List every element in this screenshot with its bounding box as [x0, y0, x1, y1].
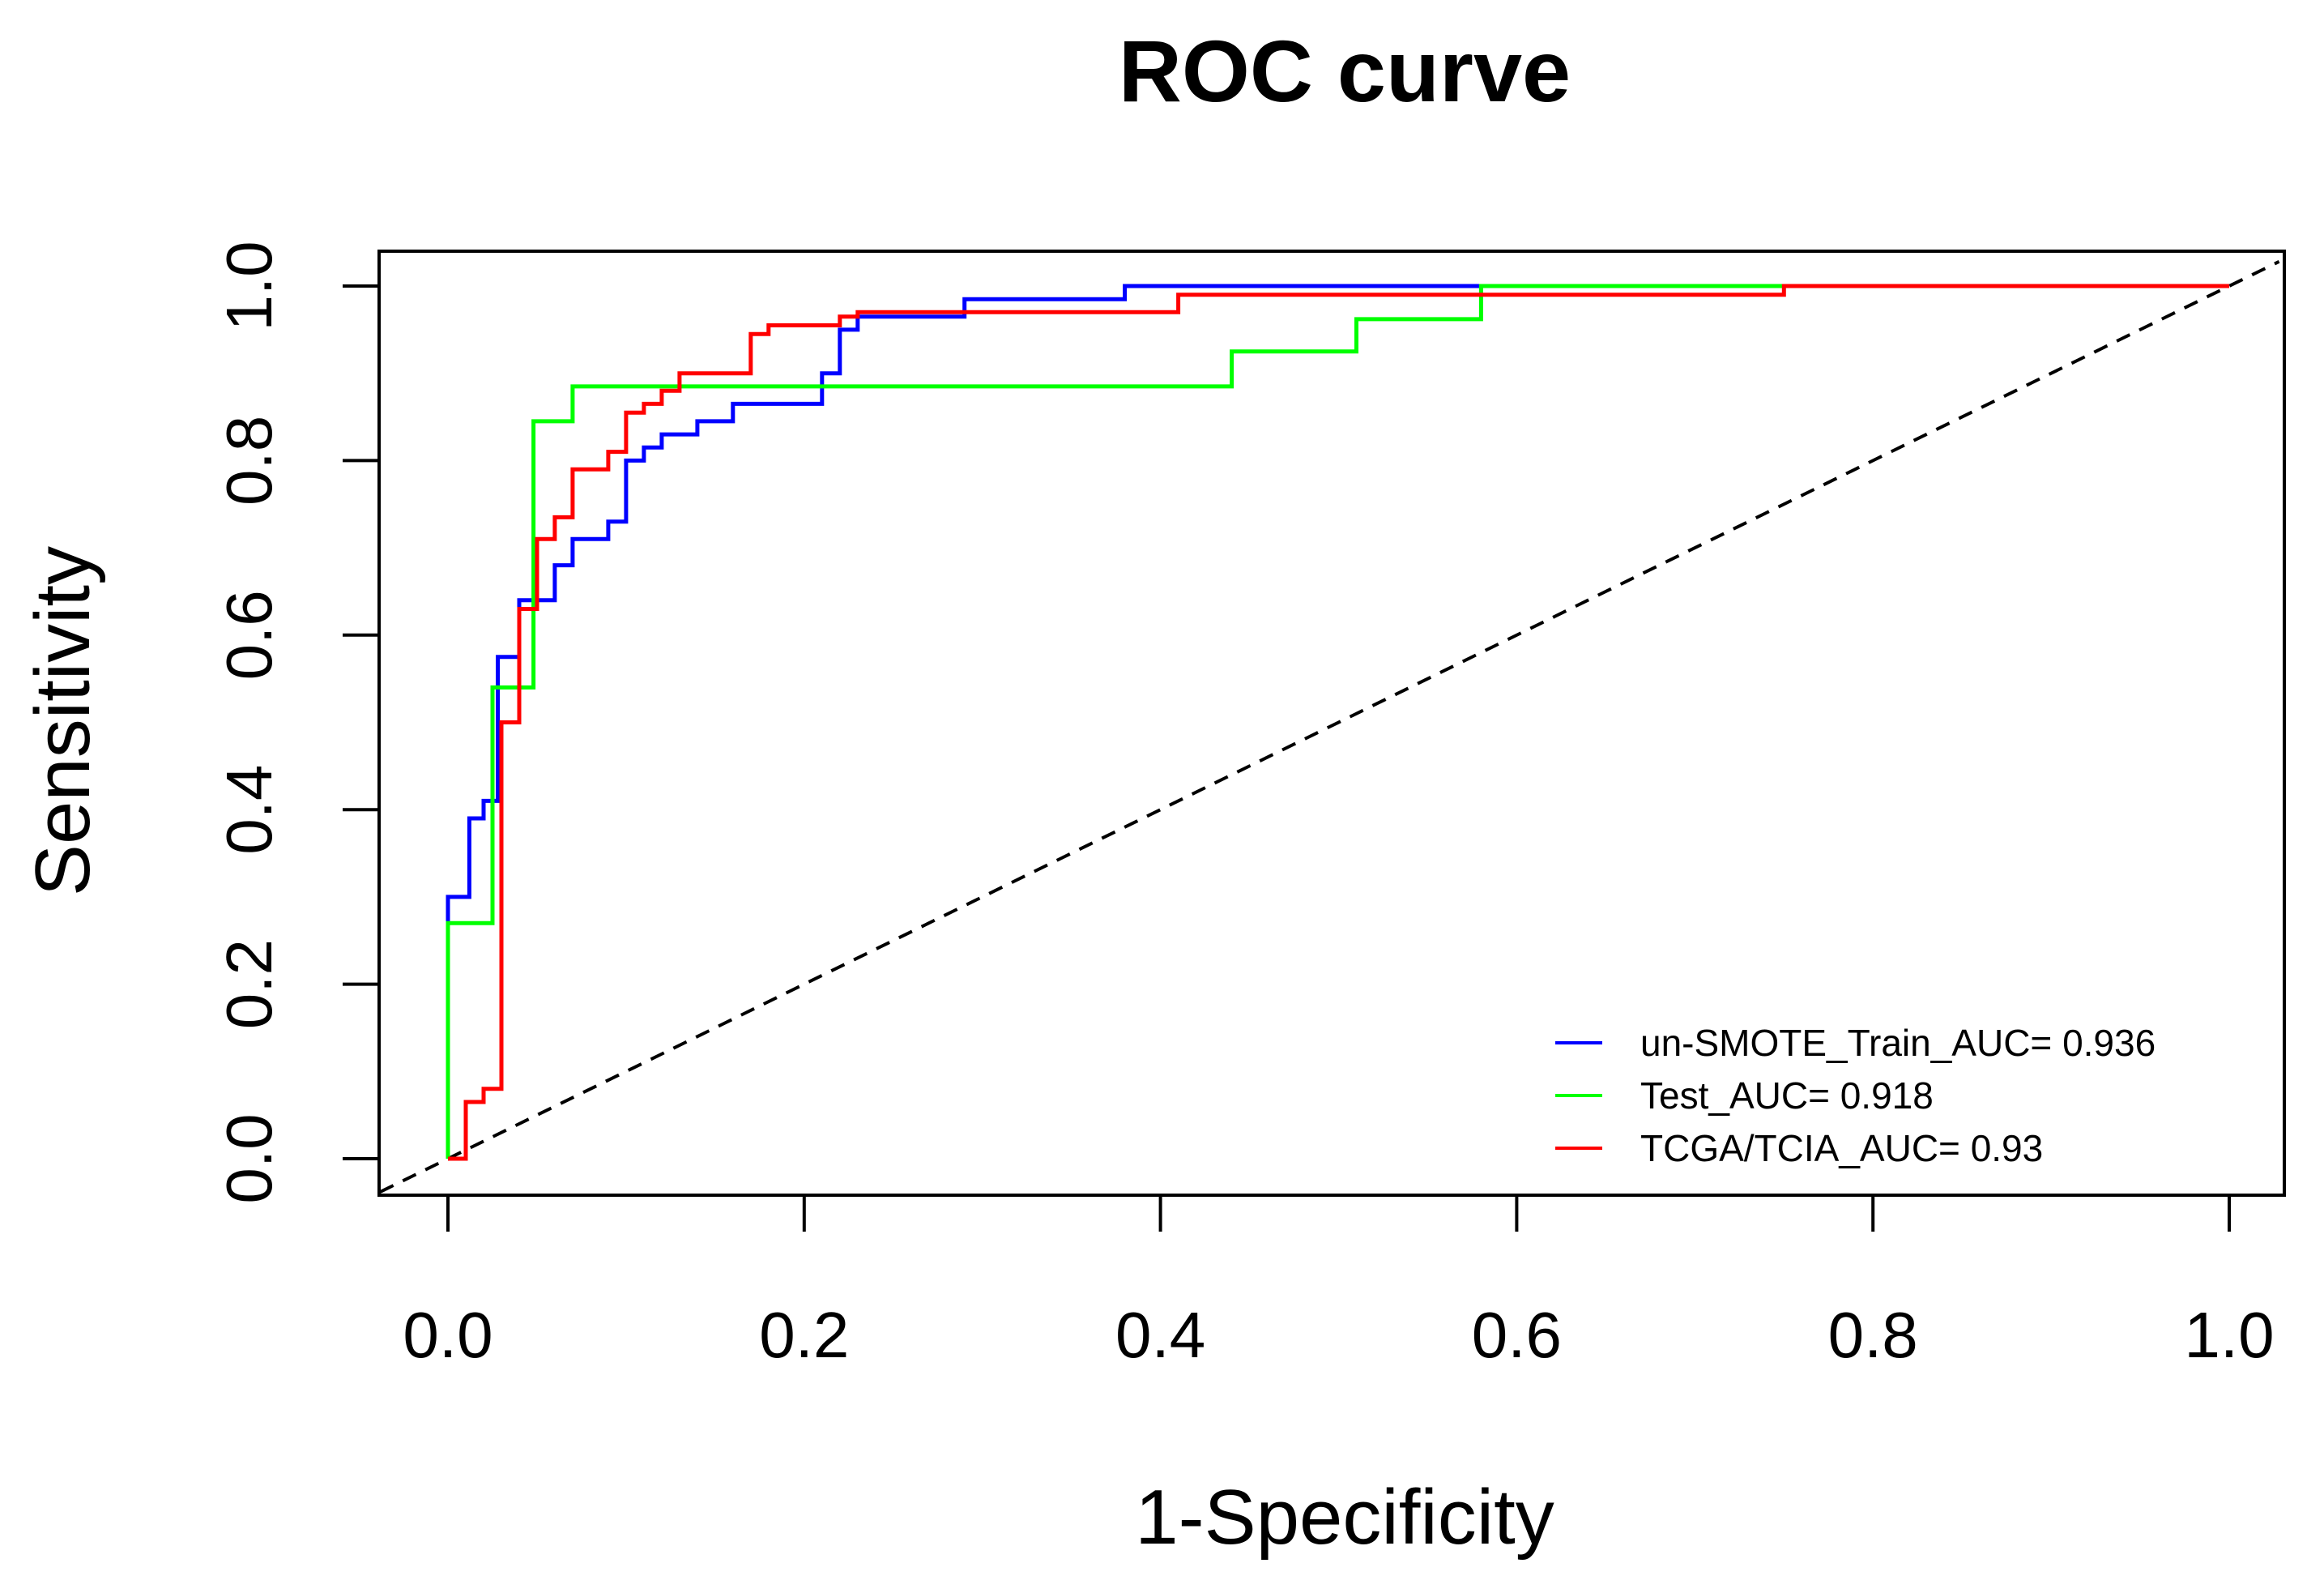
y-axis-title: Sensitivity: [19, 546, 106, 896]
x-tick-label: 0.4: [1115, 1299, 1205, 1371]
legend: un-SMOTE_Train_AUC= 0.936 Test_AUC= 0.91…: [1555, 1022, 2156, 1169]
series-layer: [446, 284, 2229, 1161]
legend-label-tcga: TCGA/TCIA_AUC= 0.93: [1640, 1127, 2043, 1169]
legend-label-train: un-SMOTE_Train_AUC= 0.936: [1640, 1022, 2156, 1064]
x-tick-label: 0.0: [403, 1299, 493, 1371]
y-tick-label: 0.0: [213, 1113, 285, 1203]
y-tick-label: 0.2: [213, 939, 285, 1029]
series-line-train: [446, 284, 1482, 1159]
y-tick-label: 0.8: [213, 416, 285, 506]
x-axis-title: 1-Specificity: [1135, 1474, 1554, 1561]
legend-item-train: un-SMOTE_Train_AUC= 0.936: [1555, 1022, 2156, 1064]
reference-diagonal-line: [379, 260, 2280, 1194]
chart-title: ROC curve: [1119, 22, 1571, 120]
series-line-tcga: [448, 284, 2229, 1161]
legend-label-test: Test_AUC= 0.918: [1640, 1074, 1934, 1117]
legend-item-test: Test_AUC= 0.918: [1555, 1074, 1934, 1117]
x-tick-label: 1.0: [2184, 1299, 2274, 1371]
x-tick-label: 0.6: [1472, 1299, 1562, 1371]
legend-item-tcga: TCGA/TCIA_AUC= 0.93: [1555, 1127, 2043, 1169]
y-axis: 0.0 0.2 0.4 0.6 0.8 1.0: [213, 241, 381, 1204]
x-tick-label: 0.2: [759, 1299, 849, 1371]
x-tick-label: 0.8: [1828, 1299, 1918, 1371]
series-line-test: [446, 284, 1785, 1159]
y-tick-label: 0.6: [213, 590, 285, 680]
y-tick-label: 0.4: [213, 765, 285, 855]
y-tick-label: 1.0: [213, 241, 285, 331]
plot-area: 0.0 0.2 0.4 0.6 0.8 1.0 0.0 0.2 0.4 0.6 0.8 1.0: [213, 241, 2286, 1371]
x-axis: 0.0 0.2 0.4 0.6 0.8 1.0: [403, 1194, 2275, 1371]
